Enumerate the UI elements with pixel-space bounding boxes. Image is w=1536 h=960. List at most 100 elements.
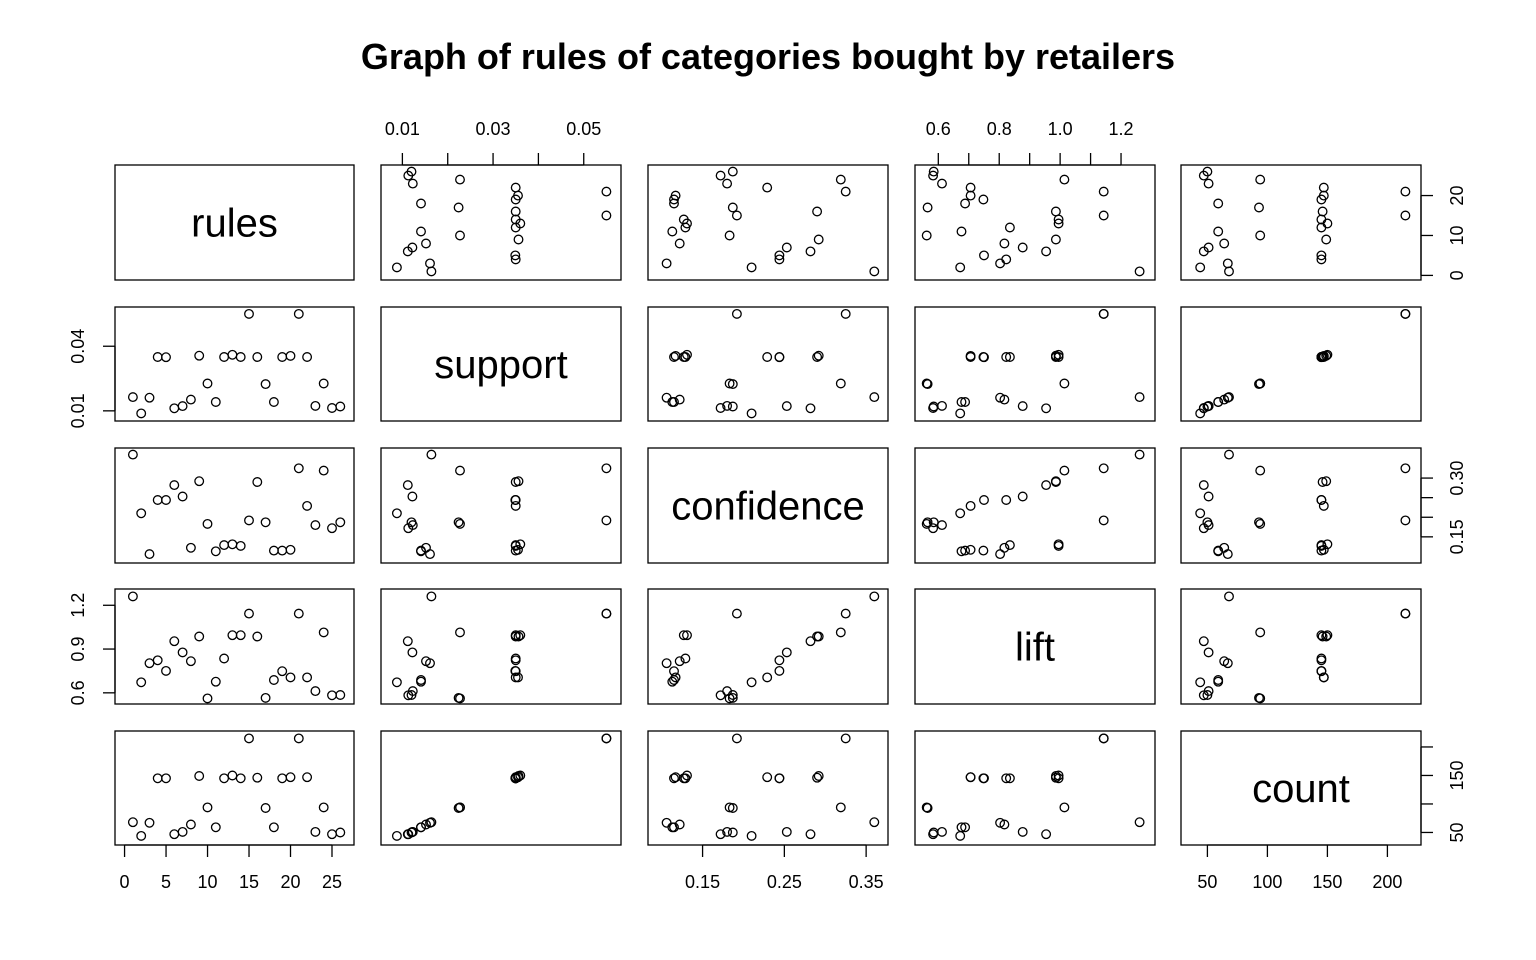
- point-confidence-vs-support-25: [403, 523, 414, 534]
- point-confidence-vs-rules-12: [219, 540, 230, 551]
- point-rules-vs-support-18: [416, 198, 426, 209]
- point-count-vs-confidence-16: [812, 772, 823, 783]
- diagonal-label-lift: lift: [1015, 626, 1055, 670]
- point-support-vs-rules-15: [244, 308, 254, 319]
- point-lift-vs-confidence-25: [715, 690, 726, 701]
- point-support-vs-confidence-6: [805, 403, 816, 414]
- point-lift-vs-support-7: [407, 647, 418, 658]
- y-tick-label-right-rules: 0: [1447, 270, 1467, 280]
- point-lift-vs-rules-25: [327, 690, 337, 701]
- point-support-vs-rules-12: [219, 352, 230, 362]
- point-count-vs-rules-17: [260, 803, 271, 813]
- point-support-vs-rules-9: [194, 350, 205, 361]
- point-confidence-vs-rules-10: [202, 518, 213, 529]
- point-count-vs-lift-4: [1001, 773, 1012, 784]
- point-rules-vs-confidence-25: [715, 170, 726, 181]
- point-lift-vs-count-12: [1316, 653, 1327, 664]
- point-count-vs-support-26: [406, 827, 417, 838]
- panel-lift-vs-confidence: [647, 588, 889, 705]
- point-rules-vs-count-10: [1255, 230, 1266, 241]
- point-rules-vs-lift-5: [979, 250, 989, 261]
- point-rules-vs-confidence-6: [805, 246, 816, 257]
- point-count-vs-lift-1: [1134, 817, 1145, 828]
- point-count-vs-rules-15: [244, 733, 254, 744]
- point-rules-vs-lift-16: [1050, 206, 1061, 217]
- point-confidence-vs-lift-1: [1134, 449, 1145, 460]
- point-lift-vs-rules-11: [210, 676, 221, 687]
- panel-support-vs-support: [380, 306, 622, 422]
- point-lift-vs-confidence-5: [774, 665, 785, 676]
- point-support-vs-rules-22: [302, 352, 313, 362]
- point-rules-vs-count-9: [1321, 234, 1332, 245]
- point-lift-vs-support-2: [391, 677, 402, 688]
- point-lift-vs-support-16: [510, 631, 521, 642]
- point-support-vs-rules-7: [177, 401, 188, 412]
- point-lift-vs-rules-22: [302, 672, 313, 683]
- y-tick-label-right-confidence: 0.15: [1447, 519, 1467, 554]
- point-count-vs-lift-12: [1004, 773, 1015, 784]
- point-lift-vs-count-13: [1322, 630, 1333, 641]
- point-confidence-vs-rules-20: [285, 544, 296, 555]
- point-lift-vs-confidence-20: [670, 672, 681, 683]
- point-rules-vs-confidence-26: [727, 166, 738, 177]
- point-confidence-vs-count-2: [1195, 508, 1206, 519]
- point-rules-vs-count-22: [1318, 182, 1329, 193]
- point-support-vs-rules-4: [152, 352, 163, 362]
- point-rules-vs-count-4: [1316, 254, 1327, 265]
- point-lift-vs-support-6: [402, 636, 413, 647]
- point-lift-vs-rules-24: [318, 627, 329, 638]
- point-lift-vs-confidence-24: [835, 627, 846, 638]
- point-count-vs-confidence-26: [727, 827, 738, 838]
- point-confidence-vs-count-16: [1317, 477, 1328, 487]
- point-count-vs-confidence-23: [722, 826, 733, 837]
- point-support-vs-lift-16: [1050, 352, 1061, 362]
- point-rules-vs-lift-11: [956, 226, 967, 237]
- point-lift-vs-count-18: [1213, 675, 1224, 685]
- point-rules-vs-support-11: [416, 226, 426, 237]
- point-support-vs-confidence-25: [715, 403, 726, 413]
- x-tick-label-bottom-rules: 25: [322, 872, 342, 892]
- point-count-vs-rules-2: [136, 830, 147, 841]
- x-tick-label-bottom-confidence: 0.15: [685, 872, 720, 892]
- panel-confidence-vs-support: [380, 447, 622, 564]
- point-confidence-vs-support-5: [510, 495, 521, 505]
- point-confidence-vs-lift-2: [955, 508, 966, 519]
- point-lift-vs-confidence-7: [781, 647, 792, 658]
- panel-rules-vs-lift: [914, 164, 1156, 281]
- point-count-vs-rules-25: [327, 829, 337, 840]
- point-lift-vs-count-19: [1316, 666, 1327, 677]
- point-confidence-vs-support-18: [416, 545, 426, 556]
- point-rules-vs-support-3: [425, 258, 435, 269]
- point-rules-vs-count-16: [1317, 206, 1328, 217]
- point-count-vs-confidence-13: [682, 770, 692, 781]
- point-count-vs-lift-16: [1050, 772, 1061, 783]
- panel-lift-vs-lift: [914, 588, 1156, 705]
- point-confidence-vs-rules-4: [152, 495, 163, 505]
- point-lift-vs-support-26: [406, 690, 417, 700]
- point-rules-vs-count-8: [1219, 238, 1230, 249]
- point-count-vs-rules-9: [194, 771, 205, 781]
- point-rules-vs-lift-15: [1098, 210, 1109, 221]
- point-count-vs-confidence-7: [781, 826, 792, 837]
- point-rules-vs-count-24: [1255, 174, 1266, 185]
- point-lift-vs-rules-4: [152, 655, 163, 666]
- y-tick-label-right-confidence: 0.30: [1447, 461, 1467, 496]
- point-confidence-vs-lift-18: [960, 545, 971, 556]
- point-support-vs-rules-2: [136, 408, 147, 419]
- panel-confidence-vs-rules: [114, 447, 355, 564]
- point-lift-vs-rules-23: [310, 686, 321, 697]
- point-rules-vs-count-1: [1224, 266, 1234, 277]
- point-support-vs-confidence-5: [774, 352, 785, 363]
- point-confidence-vs-lift-17: [922, 517, 933, 528]
- point-support-vs-rules-18: [268, 397, 279, 407]
- point-confidence-vs-lift-24: [1059, 465, 1070, 476]
- point-count-vs-lift-26: [928, 827, 939, 838]
- x-tick-label-bottom-rules: 5: [161, 872, 171, 892]
- panel-confidence-vs-confidence: [647, 447, 889, 564]
- point-count-vs-support-8: [421, 819, 431, 830]
- panel-count-vs-lift: [914, 730, 1156, 846]
- point-count-vs-confidence-19: [669, 773, 679, 784]
- point-lift-vs-rules-19: [277, 666, 288, 677]
- point-support-vs-confidence-21: [840, 308, 851, 319]
- point-lift-vs-count-16: [1317, 631, 1328, 642]
